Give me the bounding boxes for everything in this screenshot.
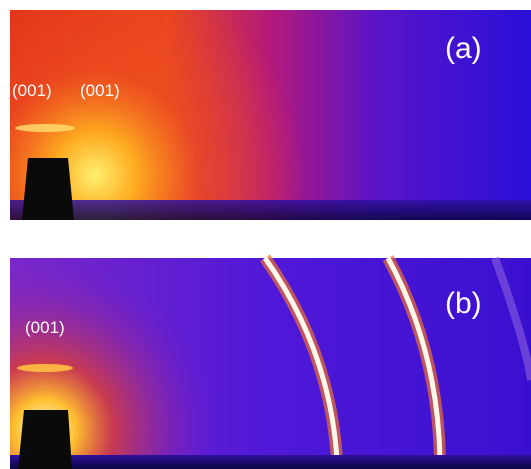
panel-a: (a) (001) (001) xyxy=(10,10,531,220)
peak-label: (001) xyxy=(25,318,65,337)
panel-b: (b) (001) xyxy=(10,258,531,469)
horizon xyxy=(10,200,531,220)
panel-label: (b) xyxy=(445,287,482,320)
beamstop xyxy=(22,158,74,220)
peak-label: (001) xyxy=(12,81,52,100)
peak-spot xyxy=(17,364,73,372)
beamstop xyxy=(18,410,72,469)
panel-label: (a) xyxy=(445,32,482,65)
peak-label: (001) xyxy=(80,81,120,100)
peak-spot xyxy=(15,124,75,132)
horizon xyxy=(10,455,531,469)
figure: (a) (001) (001) (b) (001) xyxy=(0,0,531,469)
